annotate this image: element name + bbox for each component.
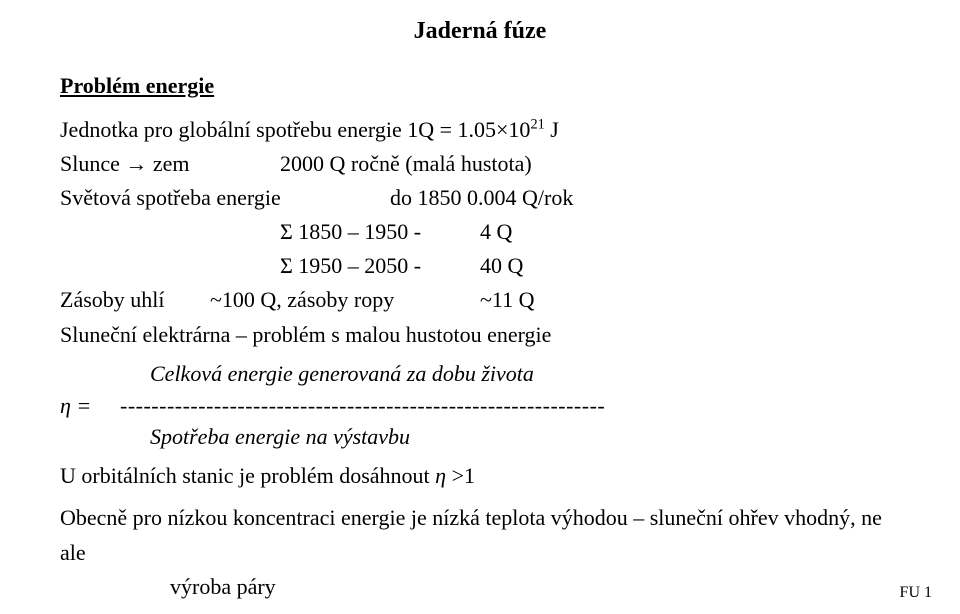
line-slunecni: Sluneční elektrárna – problém s malou hu… bbox=[60, 318, 900, 352]
page-footer: FU 1 bbox=[900, 584, 932, 602]
sigma2-label: Σ 1950 – 2050 - bbox=[280, 249, 480, 283]
sigma-row-1: Σ 1850 – 1950 - 4 Q bbox=[280, 215, 900, 249]
zasoby-c: ~11 Q bbox=[480, 283, 534, 317]
orbital-eta: η bbox=[435, 463, 446, 488]
eta-block: Celková energie generovaná za dobu život… bbox=[60, 358, 900, 454]
eta-spotreba: Spotřeba energie na výstavbu bbox=[60, 421, 900, 453]
line-jednotka: Jednotka pro globální spotřebu energie 1… bbox=[60, 113, 900, 147]
jednotka-exponent: 21 bbox=[530, 117, 544, 133]
orbital-b: >1 bbox=[446, 463, 475, 488]
eta-dashes: ----------------------------------------… bbox=[120, 390, 605, 422]
sigma-block: Σ 1850 – 1950 - 4 Q Σ 1950 – 2050 - 40 Q bbox=[60, 215, 900, 283]
eta-symbol: η = bbox=[60, 390, 120, 422]
eta-dash-row: η = ------------------------------------… bbox=[60, 390, 900, 422]
sigma2-val: 40 Q bbox=[480, 249, 523, 283]
orbital-a: U orbitálních stanic je problém dosáhnou… bbox=[60, 463, 435, 488]
svetova-left: Světová spotřeba energie bbox=[60, 181, 390, 215]
eta-celkova: Celková energie generovaná za dobu život… bbox=[60, 358, 900, 390]
slunce-right: 2000 Q ročně (malá hustota) bbox=[280, 147, 532, 181]
obecne-line-2: výroba páry bbox=[60, 570, 900, 604]
obecne-line-1: Obecně pro nízkou koncentraci energie je… bbox=[60, 501, 900, 569]
line-orbital: U orbitálních stanic je problém dosáhnou… bbox=[60, 459, 900, 493]
sigma1-val: 4 Q bbox=[480, 215, 512, 249]
jednotka-suffix: J bbox=[545, 117, 559, 142]
zasoby-b: ~100 Q, zásoby ropy bbox=[210, 283, 480, 317]
svetova-right: do 1850 0.004 Q/rok bbox=[390, 181, 900, 215]
sigma-row-2: Σ 1950 – 2050 - 40 Q bbox=[280, 249, 900, 283]
document-title: Jaderná fúze bbox=[60, 18, 900, 45]
section-heading: Problém energie bbox=[60, 73, 900, 99]
row-slunce: Slunce → zem 2000 Q ročně (malá hustota) bbox=[60, 147, 900, 181]
page-root: Jaderná fúze Problém energie Jednotka pr… bbox=[0, 0, 960, 614]
zasoby-a: Zásoby uhlí bbox=[60, 283, 210, 317]
sigma1-label: Σ 1850 – 1950 - bbox=[280, 215, 480, 249]
slunce-left: Slunce → zem bbox=[60, 147, 280, 181]
row-zasoby: Zásoby uhlí ~100 Q, zásoby ropy ~11 Q bbox=[60, 283, 900, 317]
jednotka-prefix: Jednotka pro globální spotřebu energie 1… bbox=[60, 117, 530, 142]
row-svetova: Světová spotřeba energie do 1850 0.004 Q… bbox=[60, 181, 900, 215]
